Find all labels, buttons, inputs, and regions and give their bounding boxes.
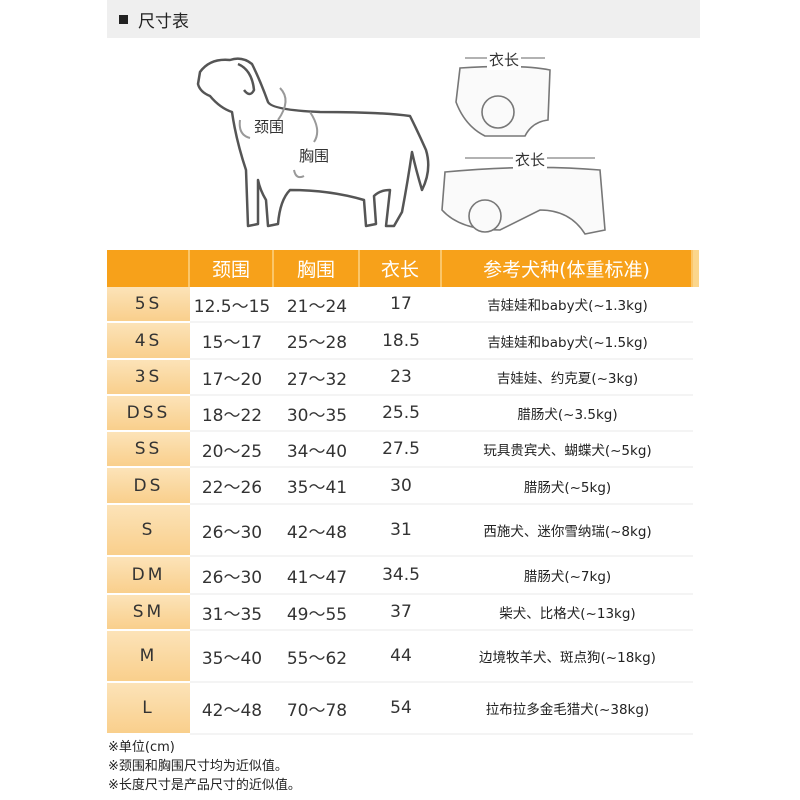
section-title: 尺寸表	[138, 11, 189, 32]
cell-length: 27.5	[360, 432, 442, 468]
cell-chest: 35～41	[274, 468, 360, 505]
length-label-top: 衣长	[487, 49, 522, 70]
notes: ※单位(cm) ※颈围和胸围尺寸均为近似值。 ※长度尺寸是产品尺寸的近似值。	[108, 738, 301, 795]
cell-chest: 30～35	[274, 396, 360, 432]
column-header: 衣长	[360, 250, 442, 287]
cell-size: M	[107, 631, 190, 683]
note: ※长度尺寸是产品尺寸的近似值。	[108, 778, 301, 793]
cell-length: 54	[360, 683, 442, 735]
cell-chest: 55～62	[274, 631, 360, 683]
table-row: 3S 17～20 27～32 23 吉娃娃、约克夏(~3kg)	[107, 360, 693, 396]
cell-neck: 12.5～15	[190, 287, 274, 323]
header-edge	[693, 250, 699, 287]
cell-size: SM	[107, 595, 190, 631]
cell-length: 30	[360, 468, 442, 505]
cell-neck: 42～48	[190, 683, 274, 735]
cell-length: 31	[360, 505, 442, 557]
cell-breed: 拉布拉多金毛猎犬(~38kg)	[442, 683, 693, 735]
table-row: L 42～48 70～78 54 拉布拉多金毛猎犬(~38kg)	[107, 683, 693, 735]
cell-size: 3S	[107, 360, 190, 396]
cell-neck: 15～17	[190, 323, 274, 360]
cell-length: 23	[360, 360, 442, 396]
cell-size: DS	[107, 468, 190, 505]
dog-and-clothing-diagram	[196, 57, 606, 235]
cell-chest: 34～40	[274, 432, 360, 468]
cell-breed: 玩具贵宾犬、蝴蝶犬(~5kg)	[442, 432, 693, 468]
section-title-bar: 尺寸表	[107, 0, 700, 38]
column-header	[107, 250, 190, 287]
cell-length: 34.5	[360, 557, 442, 595]
cell-neck: 26～30	[190, 505, 274, 557]
cell-breed: 吉娃娃、约克夏(~3kg)	[442, 360, 693, 396]
cell-neck: 31～35	[190, 595, 274, 631]
column-header: 颈围	[190, 250, 274, 287]
cell-breed: 吉娃娃和baby犬(~1.5kg)	[442, 323, 693, 360]
neck-label: 颈围	[254, 118, 285, 136]
cell-breed: 西施犬、迷你雪纳瑞(~8kg)	[442, 505, 693, 557]
cell-length: 17	[360, 287, 442, 323]
cell-size: S	[107, 505, 190, 557]
cell-size: L	[107, 683, 190, 735]
table-row: DS 22～26 35～41 30 腊肠犬(~5kg)	[107, 468, 693, 505]
table-row: SM 31～35 49～55 37 柴犬、比格犬(~13kg)	[107, 595, 693, 631]
table-row: 4S 15～17 25～28 18.5 吉娃娃和baby犬(~1.5kg)	[107, 323, 693, 360]
note: ※单位(cm)	[108, 740, 175, 755]
cell-size: DM	[107, 557, 190, 595]
table-row: DM 26～30 41～47 34.5 腊肠犬(~7kg)	[107, 557, 693, 595]
cell-breed: 腊肠犬(~5kg)	[442, 468, 693, 505]
cell-chest: 21～24	[274, 287, 360, 323]
cell-breed: 边境牧羊犬、斑点狗(~18kg)	[442, 631, 693, 683]
cell-length: 37	[360, 595, 442, 631]
size-illustration: 颈围 胸围 衣长 衣长	[180, 40, 640, 245]
cell-neck: 22～26	[190, 468, 274, 505]
square-bullet-icon	[119, 14, 128, 24]
cell-length: 18.5	[360, 323, 442, 360]
cell-neck: 17～20	[190, 360, 274, 396]
cell-chest: 27～32	[274, 360, 360, 396]
length-label-bottom: 衣长	[513, 149, 548, 170]
column-header: 胸围	[274, 250, 360, 287]
cell-size: 5S	[107, 287, 190, 323]
dog-outline-icon	[196, 57, 430, 228]
cell-breed: 吉娃娃和baby犬(~1.3kg)	[442, 287, 693, 323]
column-header: 参考犬种(体重标准)	[442, 250, 693, 287]
table-row: DSS 18～22 30～35 25.5 腊肠犬(~3.5kg)	[107, 396, 693, 432]
cell-chest: 70～78	[274, 683, 360, 735]
cell-chest: 49～55	[274, 595, 360, 631]
cell-chest: 25～28	[274, 323, 360, 360]
clothing-outline-icon	[441, 65, 606, 235]
table-row: 5S 12.5～15 21～24 17 吉娃娃和baby犬(~1.3kg)	[107, 287, 693, 323]
cell-chest: 42～48	[274, 505, 360, 557]
cell-neck: 26～30	[190, 557, 274, 595]
cell-neck: 20～25	[190, 432, 274, 468]
cell-breed: 腊肠犬(~3.5kg)	[442, 396, 693, 432]
cell-size: 4S	[107, 323, 190, 360]
cell-neck: 35～40	[190, 631, 274, 683]
cell-breed: 柴犬、比格犬(~13kg)	[442, 595, 693, 631]
cell-neck: 18～22	[190, 396, 274, 432]
cell-chest: 41～47	[274, 557, 360, 595]
cell-length: 25.5	[360, 396, 442, 432]
chest-label: 胸围	[299, 147, 330, 165]
note: ※颈围和胸围尺寸均为近似值。	[108, 759, 288, 774]
table-row: M 35～40 55～62 44 边境牧羊犬、斑点狗(~18kg)	[107, 631, 693, 683]
cell-size: DSS	[107, 396, 190, 432]
cell-size: SS	[107, 432, 190, 468]
cell-length: 44	[360, 631, 442, 683]
cell-breed: 腊肠犬(~7kg)	[442, 557, 693, 595]
table-row: SS 20～25 34～40 27.5 玩具贵宾犬、蝴蝶犬(~5kg)	[107, 432, 693, 468]
size-table: 颈围 胸围 衣长 参考犬种(体重标准) 5S 12.5～15 21～24 17 吉娃娃和bab…	[107, 250, 693, 735]
table-row: S 26～30 42～48 31 西施犬、迷你雪纳瑞(~8kg)	[107, 505, 693, 557]
